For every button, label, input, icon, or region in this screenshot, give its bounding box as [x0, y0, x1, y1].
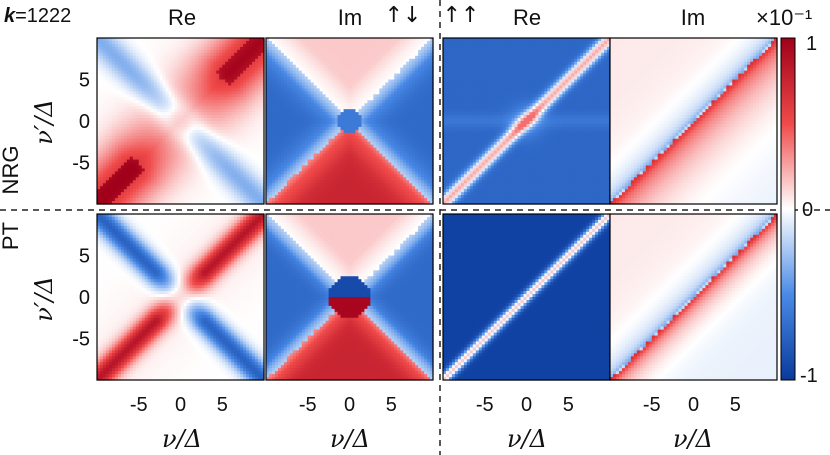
heatmap-panel-nrg-im-ud [266, 38, 434, 205]
heatmap-panel-nrg-re-ud [97, 38, 265, 205]
